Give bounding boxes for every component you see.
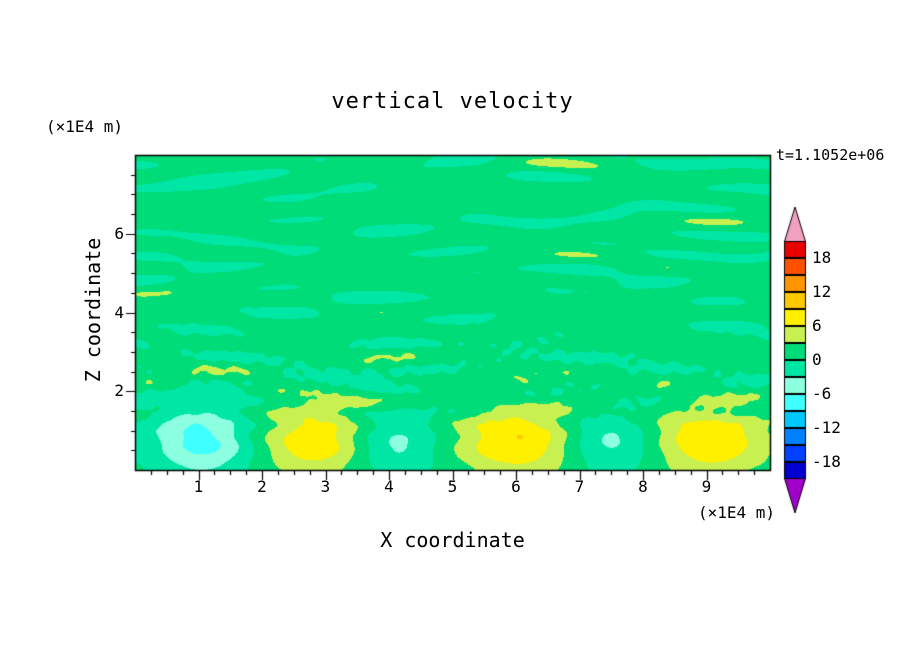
x-tick-label: 9: [701, 477, 712, 496]
x-tick-label: 8: [638, 477, 648, 496]
x-axis-unit-label: (×1E4 m): [697, 503, 775, 522]
colorbar-tick-label: -18: [812, 452, 841, 471]
x-tick-label: 6: [511, 477, 521, 496]
y-tick-label: 6: [114, 223, 124, 243]
page-title: vertical velocity: [331, 89, 574, 114]
colorbar-tick-label: 12: [812, 282, 832, 301]
y-tick-label: 2: [114, 381, 124, 401]
x-tick-label: 3: [320, 477, 331, 496]
colorbar-tick-label: 6: [812, 316, 822, 335]
y-axis-unit-label: (×1E4 m): [46, 117, 124, 136]
colorbar-tick-label: 0: [812, 350, 822, 369]
colorbar-tick-label: -6: [812, 384, 832, 403]
x-tick-label: 5: [447, 477, 458, 496]
colorbar-tick-label: -12: [812, 418, 841, 437]
colorbar-tick-label: 18: [812, 248, 832, 267]
x-tick-label: 2: [257, 477, 267, 496]
x-tick-label: 1: [193, 477, 204, 496]
x-tick-label: 7: [574, 477, 585, 496]
x-axis-label: X coordinate: [380, 528, 525, 552]
y-tick-label: 4: [114, 302, 124, 322]
x-tick-label: 4: [384, 477, 394, 496]
timestamp-label: t=1.1052e+06: [776, 146, 885, 164]
